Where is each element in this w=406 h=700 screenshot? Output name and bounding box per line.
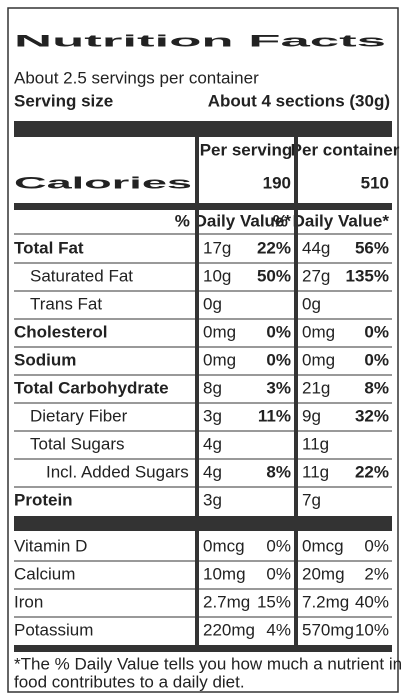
amount: 21g <box>302 378 330 397</box>
daily-value: 2% <box>364 564 389 583</box>
nutrient-name: Saturated Fat <box>30 266 133 285</box>
column-divider <box>195 137 199 645</box>
serving-size-label: Serving size <box>14 91 113 110</box>
footnote: food contributes to a daily diet. <box>14 672 245 691</box>
amount: 27g <box>302 266 330 285</box>
daily-value: 15% <box>257 592 291 611</box>
amount: 10mg <box>203 564 246 583</box>
amount: 7.2mg <box>302 592 349 611</box>
amount: 0g <box>302 294 321 313</box>
daily-value: 0% <box>266 564 291 583</box>
daily-value: 0% <box>266 350 291 369</box>
nutrient-name: Protein <box>14 490 73 509</box>
amount: 0mg <box>302 350 335 369</box>
daily-value: 0% <box>266 536 291 555</box>
daily-value: 8% <box>266 462 291 481</box>
amount: 570mg <box>302 620 354 639</box>
serving-size-value: About 4 sections (30g) <box>208 91 390 110</box>
daily-value: 40% <box>355 592 389 611</box>
daily-value: 0% <box>266 322 291 341</box>
amount: 0mcg <box>203 536 245 555</box>
nutrient-name: Calcium <box>14 564 75 583</box>
medium-bar <box>14 645 392 652</box>
column-divider <box>294 137 298 645</box>
amount: 17g <box>203 238 231 257</box>
calories-label: Calories <box>14 173 192 192</box>
calories-value: 190 <box>263 173 291 192</box>
nutrient-name: Iron <box>14 592 43 611</box>
title: Nutrition Facts <box>14 31 386 50</box>
nutrient-name: Incl. Added Sugars <box>46 462 189 481</box>
daily-value: 22% <box>355 462 389 481</box>
amount: 10g <box>203 266 231 285</box>
nutrient-name: Dietary Fiber <box>30 406 128 425</box>
column-header: Per container <box>291 140 400 159</box>
nutrient-name: Vitamin D <box>14 536 87 555</box>
daily-value: 0% <box>364 536 389 555</box>
thick-bar <box>14 121 392 137</box>
amount: 3g <box>203 406 222 425</box>
servings: About 2.5 servings per container <box>14 68 259 87</box>
amount: 3g <box>203 490 222 509</box>
footnote: *The % Daily Value tells you how much a … <box>14 654 406 673</box>
amount: 0g <box>203 294 222 313</box>
amount: 2.7mg <box>203 592 250 611</box>
nutrient-name: Total Sugars <box>30 434 125 453</box>
amount: 0mg <box>203 350 236 369</box>
amount: 0mg <box>203 322 236 341</box>
amount: 20mg <box>302 564 345 583</box>
nutrient-name: Potassium <box>14 620 93 639</box>
daily-value: 11% <box>258 406 291 425</box>
amount: 8g <box>203 378 222 397</box>
daily-value: 135% <box>346 266 389 285</box>
daily-value-header: % Daily Value* <box>175 211 292 230</box>
column-header: Per serving <box>200 140 293 159</box>
medium-bar <box>14 203 392 210</box>
daily-value: 10% <box>355 620 389 639</box>
amount: 9g <box>302 406 321 425</box>
nutrient-name: Cholesterol <box>14 322 108 341</box>
amount: 0mg <box>302 322 335 341</box>
thick-bar <box>14 516 392 531</box>
amount: 4g <box>203 462 222 481</box>
amount: 7g <box>302 490 321 509</box>
amount: 11g <box>302 462 329 481</box>
nutrient-name: Total Fat <box>14 238 84 257</box>
nutrient-name: Total Carbohydrate <box>14 378 169 397</box>
calories-value: 510 <box>361 173 389 192</box>
amount: 0mcg <box>302 536 344 555</box>
daily-value-header: % Daily Value* <box>273 211 390 230</box>
daily-value: 0% <box>364 322 389 341</box>
amount: 220mg <box>203 620 255 639</box>
daily-value: 0% <box>364 350 389 369</box>
daily-value: 32% <box>355 406 389 425</box>
nutrient-name: Trans Fat <box>30 294 102 313</box>
daily-value: 4% <box>266 620 291 639</box>
nutrient-name: Sodium <box>14 350 76 369</box>
amount: 11g <box>302 434 329 453</box>
amount: 44g <box>302 238 330 257</box>
daily-value: 50% <box>257 266 291 285</box>
daily-value: 3% <box>266 378 291 397</box>
daily-value: 56% <box>355 238 389 257</box>
daily-value: 22% <box>257 238 291 257</box>
amount: 4g <box>203 434 222 453</box>
daily-value: 8% <box>364 378 389 397</box>
